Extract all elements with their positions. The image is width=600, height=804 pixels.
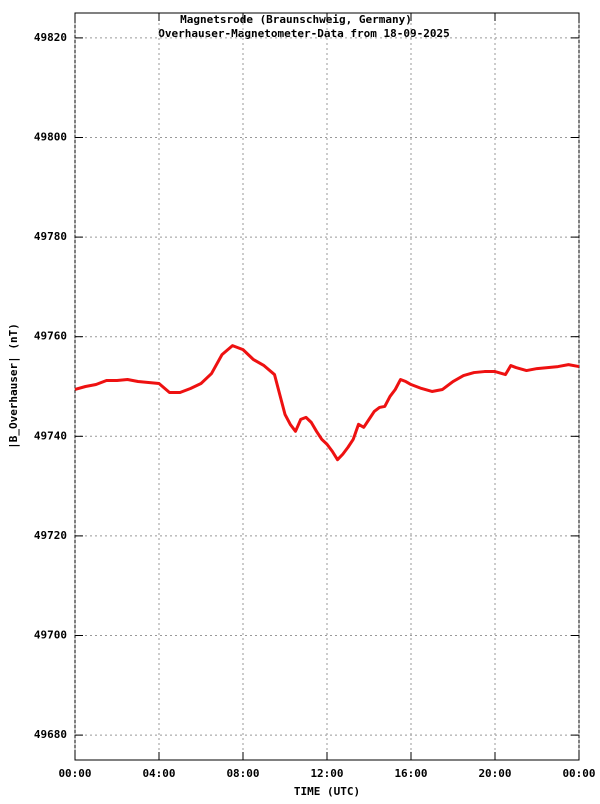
x-tick-label: 16:00 bbox=[394, 767, 427, 780]
x-tick-label: 20:00 bbox=[478, 767, 511, 780]
y-tick-label: 49800 bbox=[34, 131, 67, 144]
data-line bbox=[74, 344, 580, 462]
y-tick-label: 49680 bbox=[34, 728, 67, 741]
y-tick-label: 49760 bbox=[34, 330, 67, 343]
y-tick-label: 49740 bbox=[34, 429, 67, 442]
x-tick-label: 00:00 bbox=[562, 767, 595, 780]
x-axis-label: TIME (UTC) bbox=[294, 785, 360, 798]
y-tick-label: 49700 bbox=[34, 629, 67, 642]
x-tick-label: 00:00 bbox=[58, 767, 91, 780]
plot-frame bbox=[74, 12, 580, 761]
y-tick-label: 49820 bbox=[34, 31, 67, 44]
x-tick-label: 08:00 bbox=[226, 767, 259, 780]
x-tick-label: 12:00 bbox=[310, 767, 343, 780]
chart-title: Magnetsrode (Braunschweig, Germany) bbox=[180, 13, 412, 26]
x-tick-label: 04:00 bbox=[142, 767, 175, 780]
chart-subtitle: Overhauser-Magnetometer-Data from 18-09-… bbox=[158, 27, 449, 40]
y-axis-label: |B_Overhauser| (nT) bbox=[7, 323, 20, 449]
y-tick-label: 49780 bbox=[34, 230, 67, 243]
y-tick-label: 49720 bbox=[34, 529, 67, 542]
